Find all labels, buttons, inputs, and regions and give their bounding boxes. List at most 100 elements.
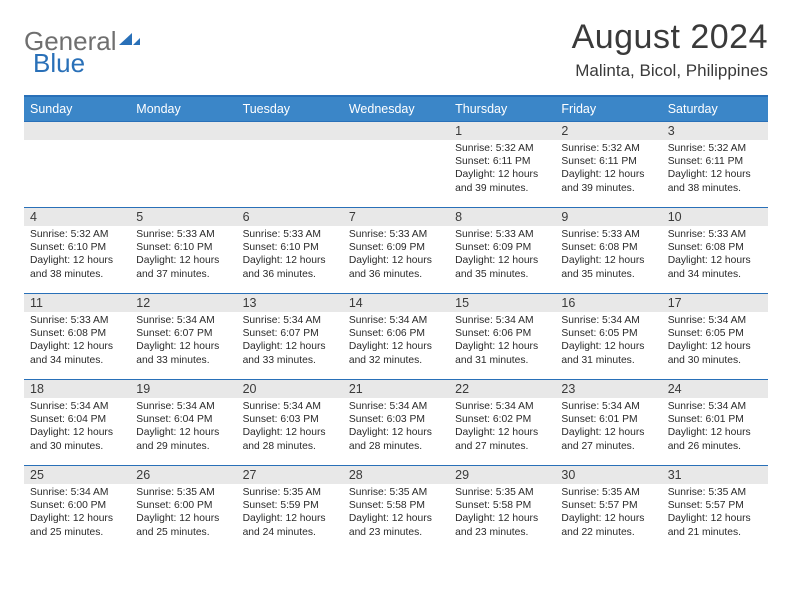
calendar-day-cell: [24, 121, 130, 207]
sunrise-line: Sunrise: 5:32 AM: [668, 143, 746, 154]
calendar-day-cell: [130, 121, 236, 207]
day-number: 30: [555, 465, 661, 484]
day-number: 26: [130, 465, 236, 484]
sunset-line: Sunset: 6:04 PM: [136, 414, 212, 425]
day-details: Sunrise: 5:34 AMSunset: 6:07 PMDaylight:…: [130, 312, 236, 369]
calendar-day-cell: 5Sunrise: 5:33 AMSunset: 6:10 PMDaylight…: [130, 207, 236, 293]
day-details: Sunrise: 5:34 AMSunset: 6:04 PMDaylight:…: [130, 398, 236, 455]
sunrise-line: Sunrise: 5:34 AM: [668, 315, 746, 326]
day-number: 31: [662, 465, 768, 484]
day-number: 7: [343, 207, 449, 226]
sunrise-line: Sunrise: 5:34 AM: [349, 315, 427, 326]
sunrise-line: Sunrise: 5:33 AM: [668, 229, 746, 240]
calendar-week-row: 11Sunrise: 5:33 AMSunset: 6:08 PMDayligh…: [24, 293, 768, 379]
calendar-day-cell: 10Sunrise: 5:33 AMSunset: 6:08 PMDayligh…: [662, 207, 768, 293]
day-number: 17: [662, 293, 768, 312]
day-details: [237, 140, 343, 144]
day-details: Sunrise: 5:35 AMSunset: 5:58 PMDaylight:…: [449, 484, 555, 541]
day-details: Sunrise: 5:33 AMSunset: 6:08 PMDaylight:…: [662, 226, 768, 283]
calendar-day-cell: 31Sunrise: 5:35 AMSunset: 5:57 PMDayligh…: [662, 465, 768, 551]
daylight-line: Daylight: 12 hours and 34 minutes.: [30, 341, 113, 365]
day-number: 13: [237, 293, 343, 312]
sunset-line: Sunset: 5:59 PM: [243, 500, 319, 511]
day-details: Sunrise: 5:34 AMSunset: 6:07 PMDaylight:…: [237, 312, 343, 369]
daylight-line: Daylight: 12 hours and 38 minutes.: [30, 255, 113, 279]
weekday-header: Thursday: [449, 96, 555, 121]
day-details: Sunrise: 5:32 AM Sunset: 6:11 PM Daylight:…: [662, 140, 768, 197]
sunrise-line: Sunrise: 5:34 AM: [30, 487, 108, 498]
sunrise-line: Sunrise: 5:34 AM: [349, 401, 427, 412]
day-number: 1: [449, 121, 555, 140]
calendar-day-cell: 22Sunrise: 5:34 AMSunset: 6:02 PMDayligh…: [449, 379, 555, 465]
sunrise-line: Sunrise: 5:34 AM: [455, 315, 533, 326]
day-number: 20: [237, 379, 343, 398]
sunrise-line: Sunrise: 5:35 AM: [243, 487, 321, 498]
sunrise-line: Sunrise: 5:32 AM: [455, 143, 533, 154]
calendar-day-cell: 3Sunrise: 5:32 AMSunset: 6:11 PMDaylight…: [662, 121, 768, 207]
day-number: 22: [449, 379, 555, 398]
sunrise-line: Sunrise: 5:35 AM: [668, 487, 746, 498]
sunset-line: Sunset: 6:11 PM: [668, 156, 743, 167]
day-number: 4: [24, 207, 130, 226]
calendar-day-cell: 2Sunrise: 5:32 AMSunset: 6:11 PMDaylight…: [555, 121, 661, 207]
calendar-day-cell: 20Sunrise: 5:34 AMSunset: 6:03 PMDayligh…: [237, 379, 343, 465]
day-details: Sunrise: 5:33 AMSunset: 6:08 PMDaylight:…: [555, 226, 661, 283]
daylight-line: Daylight: 12 hours and 35 minutes.: [455, 255, 538, 279]
sunrise-line: Sunrise: 5:34 AM: [136, 401, 214, 412]
day-number: [130, 121, 236, 140]
calendar-day-cell: 6Sunrise: 5:33 AMSunset: 6:10 PMDaylight…: [237, 207, 343, 293]
daylight-line: Daylight: 12 hours and 23 minutes.: [349, 513, 432, 537]
day-number: 27: [237, 465, 343, 484]
daylight-line: Daylight: 12 hours and 38 minutes.: [668, 169, 751, 193]
daylight-line: Daylight: 12 hours and 33 minutes.: [243, 341, 326, 365]
sunrise-line: Sunrise: 5:33 AM: [561, 229, 639, 240]
sunset-line: Sunset: 6:10 PM: [30, 242, 106, 253]
daylight-line: Daylight: 12 hours and 30 minutes.: [30, 427, 113, 451]
sunset-line: Sunset: 6:04 PM: [30, 414, 106, 425]
sunrise-line: Sunrise: 5:33 AM: [349, 229, 427, 240]
sunset-line: Sunset: 6:08 PM: [561, 242, 637, 253]
sunrise-line: Sunrise: 5:34 AM: [136, 315, 214, 326]
calendar-day-cell: 21Sunrise: 5:34 AMSunset: 6:03 PMDayligh…: [343, 379, 449, 465]
daylight-line: Daylight: 12 hours and 34 minutes.: [668, 255, 751, 279]
day-details: [130, 140, 236, 144]
day-number: 9: [555, 207, 661, 226]
sunset-line: Sunset: 5:58 PM: [349, 500, 425, 511]
sunset-line: Sunset: 6:01 PM: [561, 414, 637, 425]
day-details: Sunrise: 5:34 AMSunset: 6:05 PMDaylight:…: [555, 312, 661, 369]
calendar-table: SundayMondayTuesdayWednesdayThursdayFrid…: [24, 95, 768, 551]
calendar-day-cell: 16Sunrise: 5:34 AMSunset: 6:05 PMDayligh…: [555, 293, 661, 379]
day-details: Sunrise: 5:32 AMSunset: 6:10 PMDaylight:…: [24, 226, 130, 283]
calendar-day-cell: [343, 121, 449, 207]
calendar-day-cell: 11Sunrise: 5:33 AMSunset: 6:08 PMDayligh…: [24, 293, 130, 379]
daylight-line: Daylight: 12 hours and 36 minutes.: [349, 255, 432, 279]
day-details: Sunrise: 5:32 AMSunset: 6:11 PMDaylight:…: [555, 140, 661, 197]
calendar-day-cell: 29Sunrise: 5:35 AMSunset: 5:58 PMDayligh…: [449, 465, 555, 551]
day-details: Sunrise: 5:35 AMSunset: 5:59 PMDaylight:…: [237, 484, 343, 541]
day-number: 19: [130, 379, 236, 398]
sunset-line: Sunset: 6:09 PM: [349, 242, 425, 253]
sunrise-line: Sunrise: 5:35 AM: [349, 487, 427, 498]
calendar-day-cell: 27Sunrise: 5:35 AMSunset: 5:59 PMDayligh…: [237, 465, 343, 551]
day-details: [343, 140, 449, 144]
sunrise-line: Sunrise: 5:34 AM: [243, 315, 321, 326]
weekday-header: Saturday: [662, 96, 768, 121]
calendar-day-cell: 19Sunrise: 5:34 AMSunset: 6:04 PMDayligh…: [130, 379, 236, 465]
day-details: Sunrise: 5:35 AMSunset: 5:57 PMDaylight:…: [662, 484, 768, 541]
calendar-day-cell: 14Sunrise: 5:34 AMSunset: 6:06 PMDayligh…: [343, 293, 449, 379]
calendar-day-cell: 13Sunrise: 5:34 AMSunset: 6:07 PMDayligh…: [237, 293, 343, 379]
calendar-day-cell: 28Sunrise: 5:35 AMSunset: 5:58 PMDayligh…: [343, 465, 449, 551]
sunrise-line: Sunrise: 5:34 AM: [561, 401, 639, 412]
calendar-day-cell: 12Sunrise: 5:34 AMSunset: 6:07 PMDayligh…: [130, 293, 236, 379]
daylight-line: Daylight: 12 hours and 33 minutes.: [136, 341, 219, 365]
header-row: General August 2024 Malinta, Bicol, Phil…: [24, 18, 768, 81]
calendar-day-cell: 23Sunrise: 5:34 AMSunset: 6:01 PMDayligh…: [555, 379, 661, 465]
sunrise-line: Sunrise: 5:33 AM: [136, 229, 214, 240]
day-number: 24: [662, 379, 768, 398]
day-number: 12: [130, 293, 236, 312]
day-details: Sunrise: 5:34 AMSunset: 6:01 PMDaylight:…: [662, 398, 768, 455]
day-details: Sunrise: 5:34 AMSunset: 6:05 PMDaylight:…: [662, 312, 768, 369]
sunset-line: Sunset: 6:05 PM: [668, 328, 744, 339]
sunrise-line: Sunrise: 5:34 AM: [668, 401, 746, 412]
weekday-header: Sunday: [24, 96, 130, 121]
